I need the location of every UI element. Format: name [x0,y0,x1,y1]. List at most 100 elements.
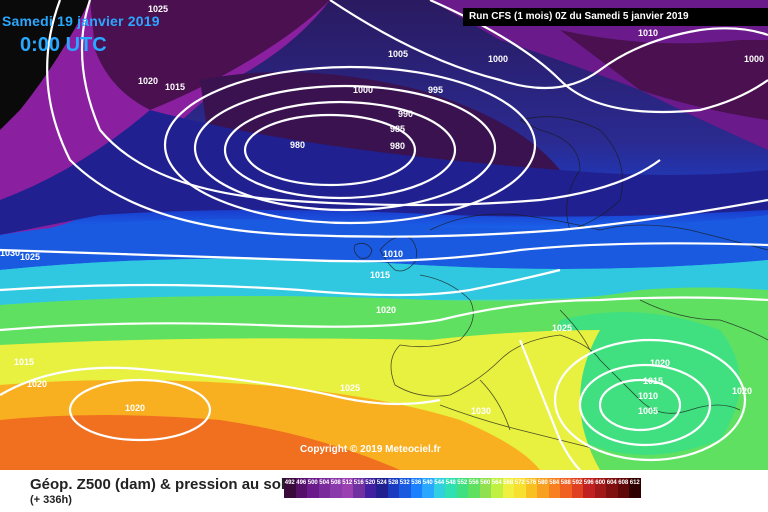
scale-cell: 576 [525,478,537,498]
scale-value: 528 [388,480,399,486]
forecast-time: 0:00 UTC [20,34,107,56]
color-scale: 492 496 500 504 508 512 516 520 524 528 532 536 540 5… [284,478,641,498]
scale-cell: 564 [491,478,503,498]
scale-cell: 512 [341,478,353,498]
isobar-label: 1020 [376,305,396,315]
scale-cell: 572 [514,478,526,498]
isobar-label: 1000 [744,54,764,64]
scale-cell: 580 [537,478,549,498]
isobar-label: 1010 [638,28,658,38]
scale-value: 612 [629,480,640,486]
scale-value: 532 [399,480,410,486]
isobar-label: 1015 [165,82,185,92]
scale-value: 524 [376,480,387,486]
scale-cell: 556 [468,478,480,498]
isobar-label: 1030 [0,248,20,258]
scale-cell: 532 [399,478,411,498]
scale-value: 584 [549,480,560,486]
isobar-label: 1015 [370,270,390,280]
footer: Géop. Z500 (dam) & pression au sol (hPa)… [0,470,768,512]
scale-cell: 552 [456,478,468,498]
scale-cell: 592 [571,478,583,498]
scale-cell: 596 [583,478,595,498]
isobar-label: 1025 [20,252,40,262]
isobar-label: 1020 [650,358,670,368]
isobar-label: 980 [290,140,305,150]
cyan-band [0,258,768,305]
scale-value: 500 [307,480,318,486]
scale-cell: 516 [353,478,365,498]
scale-cell: 520 [364,478,376,498]
scale-value: 568 [503,480,514,486]
isobar-label: 995 [428,85,443,95]
dark-blue-mid [0,110,768,235]
isobar-label: 1020 [732,386,752,396]
isobar-label: 1000 [488,54,508,64]
scale-value: 564 [491,480,502,486]
scale-value: 540 [422,480,433,486]
scale-cell: 500 [307,478,319,498]
scale-value: 512 [342,480,353,486]
scale-cell: 504 [318,478,330,498]
geopotential-map: 1025 1020 1015 1005 1000 995 990 985 980… [0,0,768,470]
scale-value: 596 [583,480,594,486]
isobar-label: 985 [390,124,405,134]
scale-value: 600 [595,480,606,486]
scale-value: 576 [526,480,537,486]
scale-value: 552 [457,480,468,486]
scale-cell: 612 [629,478,641,498]
isobar-label: 980 [390,141,405,151]
scale-cell: 588 [560,478,572,498]
deep-violet-east [560,30,768,120]
scale-value: 508 [330,480,341,486]
scale-value: 556 [468,480,479,486]
isobar-label: 1025 [552,323,572,333]
isobar-label: 1030 [471,406,491,416]
scale-cell: 584 [548,478,560,498]
scale-value: 496 [296,480,307,486]
isobar-label: 1010 [383,249,403,259]
deep-violet-corner [0,0,90,130]
scale-cell: 524 [376,478,388,498]
scale-cell: 492 [284,478,296,498]
scale-cell: 536 [410,478,422,498]
isobar-label: 1020 [27,379,47,389]
scale-value: 588 [560,480,571,486]
scale-cell: 496 [295,478,307,498]
pressure-labels: 1025 1020 1015 1005 1000 995 990 985 980… [0,4,764,416]
isobar-label: 1005 [638,406,658,416]
scale-value: 536 [411,480,422,486]
isobar-label: 1020 [138,76,158,86]
scale-cell: 608 [617,478,629,498]
scale-value: 516 [353,480,364,486]
scale-value: 580 [537,480,548,486]
scale-cell: 544 [433,478,445,498]
scale-value: 520 [365,480,376,486]
isobar-label: 1025 [340,383,360,393]
forecast-offset: (+ 336h) [30,494,72,506]
copyright: Copyright © 2019 Meteociel.fr [300,444,441,455]
deep-violet-region [90,0,330,110]
scale-value: 604 [606,480,617,486]
scale-cell: 528 [387,478,399,498]
isobar-label: 1010 [638,391,658,401]
isobar-label: 990 [398,109,413,119]
scale-value: 592 [572,480,583,486]
scale-cell: 560 [479,478,491,498]
scale-value: 544 [434,480,445,486]
isobar-label: 1015 [14,357,34,367]
scale-value: 492 [284,480,295,486]
scale-cell: 600 [594,478,606,498]
run-info: Run CFS (1 mois) 0Z du Samedi 5 janvier … [463,8,768,26]
isobar-label: 1025 [148,4,168,14]
isobar-label: 1000 [353,85,373,95]
forecast-date: Samedi 19 janvier 2019 [2,13,160,29]
scale-cell: 548 [445,478,457,498]
scale-cell: 604 [606,478,618,498]
violet-region-east [430,0,768,150]
isobar-label: 1020 [125,403,145,413]
green-band [0,287,768,470]
scale-value: 504 [319,480,330,486]
scale-value: 608 [618,480,629,486]
isobar-label: 1015 [643,376,663,386]
